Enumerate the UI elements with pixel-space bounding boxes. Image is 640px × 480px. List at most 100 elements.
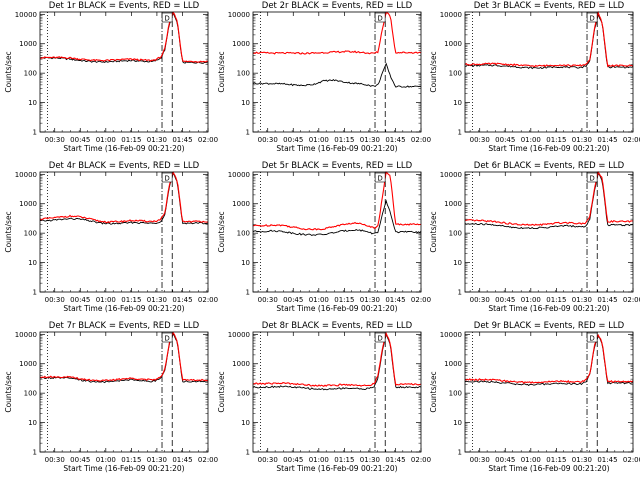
series-events-black: [39, 332, 209, 384]
x-axis-label: Start Time (16-Feb-09 00:21:20): [488, 464, 609, 473]
flare-label: D: [589, 335, 594, 343]
y-tick-label: 10: [453, 99, 462, 107]
x-tick-label: 01:00: [96, 296, 116, 304]
flare-label-box: [161, 332, 173, 343]
x-tick-label: 01:45: [172, 456, 192, 464]
y-axis-label: Counts/sec: [429, 51, 438, 92]
series-lld-red: [39, 171, 209, 224]
panel-8: Det 8r BLACK = Events, RED = LLD Counts/s…: [217, 321, 431, 473]
x-tick-label: 01:30: [572, 456, 592, 464]
y-axis-label: Counts/sec: [4, 211, 13, 252]
panel-2: Det 2r BLACK = Events, RED = LLD Counts/s…: [217, 1, 431, 153]
flare-label: D: [589, 15, 594, 23]
y-tick-label: 100: [24, 390, 37, 398]
y-tick-label: 1000: [19, 40, 37, 48]
panel-title: Det 3r BLACK = Events, RED = LLD: [474, 1, 625, 11]
series-lld-red: [39, 331, 209, 382]
x-tick-label: 00:45: [495, 296, 515, 304]
series-events-black: [39, 11, 209, 64]
y-tick-label: 1: [246, 129, 250, 137]
x-tick-label: 00:30: [470, 136, 490, 144]
series-lld-red: [39, 11, 209, 63]
flare-label-box: [374, 12, 386, 23]
panel-title: Det 9r BLACK = Events, RED = LLD: [474, 321, 625, 331]
x-axis-label: Start Time (16-Feb-09 00:21:20): [488, 144, 609, 153]
x-tick-label: 01:45: [597, 136, 617, 144]
x-tick-label: 01:15: [546, 456, 566, 464]
x-tick-label: 01:15: [334, 136, 354, 144]
panel-title: Det 8r BLACK = Events, RED = LLD: [262, 321, 413, 331]
y-tick-label: 100: [449, 230, 462, 238]
x-tick-label: 01:30: [360, 296, 380, 304]
flare-label-box: [374, 332, 386, 343]
x-tick-label: 01:45: [172, 136, 192, 144]
x-tick-label: 01:15: [334, 296, 354, 304]
y-tick-label: 1: [33, 449, 37, 457]
y-axis-label: Counts/sec: [429, 211, 438, 252]
x-tick-label: 02:00: [198, 136, 218, 144]
series-events-black: [464, 12, 634, 70]
y-tick-label: 10000: [440, 11, 462, 19]
y-tick-label: 1000: [444, 200, 462, 208]
flare-label: D: [377, 335, 382, 343]
x-tick-label: 00:30: [258, 296, 278, 304]
x-tick-label: 00:30: [45, 296, 65, 304]
plot-frame: [464, 331, 634, 453]
x-tick-label: 02:00: [198, 296, 218, 304]
plot-frame: [39, 11, 209, 133]
panel-3: Det 3r BLACK = Events, RED = LLD Counts/s…: [429, 1, 640, 153]
x-tick-label: 01:30: [360, 456, 380, 464]
x-tick-label: 01:45: [385, 296, 405, 304]
plot-frame: [39, 171, 209, 293]
y-axis-label: Counts/sec: [4, 371, 13, 412]
panel-7: Det 7r BLACK = Events, RED = LLD Counts/s…: [4, 321, 218, 473]
x-axis-label: Start Time (16-Feb-09 00:21:20): [63, 464, 184, 473]
flare-label-box: [161, 172, 173, 183]
y-tick-label: 10000: [440, 171, 462, 179]
y-tick-label: 1000: [232, 360, 250, 368]
x-tick-label: 01:30: [572, 296, 592, 304]
y-tick-label: 10000: [15, 331, 37, 339]
panel-title: Det 2r BLACK = Events, RED = LLD: [262, 1, 413, 11]
x-tick-label: 02:00: [623, 136, 640, 144]
x-tick-label: 01:45: [172, 296, 192, 304]
y-tick-label: 10: [28, 259, 37, 267]
y-tick-label: 1000: [19, 200, 37, 208]
x-tick-label: 02:00: [411, 456, 431, 464]
panel-5: Det 5r BLACK = Events, RED = LLD Counts/s…: [217, 161, 431, 313]
panel-title: Det 7r BLACK = Events, RED = LLD: [49, 321, 200, 331]
x-tick-label: 02:00: [623, 456, 640, 464]
panel-9: Det 9r BLACK = Events, RED = LLD Counts/s…: [429, 321, 640, 473]
y-tick-label: 1: [246, 449, 250, 457]
y-tick-label: 1: [33, 129, 37, 137]
x-axis-label: Start Time (16-Feb-09 00:21:20): [488, 304, 609, 313]
x-tick-label: 01:00: [309, 456, 329, 464]
x-tick-label: 01:15: [121, 456, 141, 464]
plot-frame: [252, 11, 422, 133]
x-tick-label: 01:00: [309, 296, 329, 304]
series-lld-red: [464, 333, 634, 385]
flare-label: D: [589, 175, 594, 183]
y-axis-label: Counts/sec: [217, 211, 226, 252]
x-tick-label: 00:30: [470, 456, 490, 464]
x-tick-label: 01:00: [521, 296, 541, 304]
series-lld-red: [252, 12, 422, 55]
y-tick-label: 1: [246, 289, 250, 297]
x-tick-label: 01:15: [546, 136, 566, 144]
y-tick-label: 1000: [232, 40, 250, 48]
x-tick-label: 00:30: [45, 456, 65, 464]
x-tick-label: 00:45: [70, 296, 90, 304]
x-tick-label: 01:15: [546, 296, 566, 304]
y-tick-label: 10000: [228, 331, 250, 339]
y-tick-label: 1: [33, 289, 37, 297]
y-tick-label: 10: [28, 419, 37, 427]
plot-frame: [464, 11, 634, 133]
plot-frame: [252, 331, 422, 453]
series-lld-red: [252, 331, 422, 387]
x-tick-label: 01:30: [147, 456, 167, 464]
y-tick-label: 10000: [15, 171, 37, 179]
y-tick-label: 100: [237, 70, 250, 78]
flare-label: D: [164, 335, 169, 343]
y-tick-label: 10: [453, 419, 462, 427]
y-tick-label: 10: [28, 99, 37, 107]
